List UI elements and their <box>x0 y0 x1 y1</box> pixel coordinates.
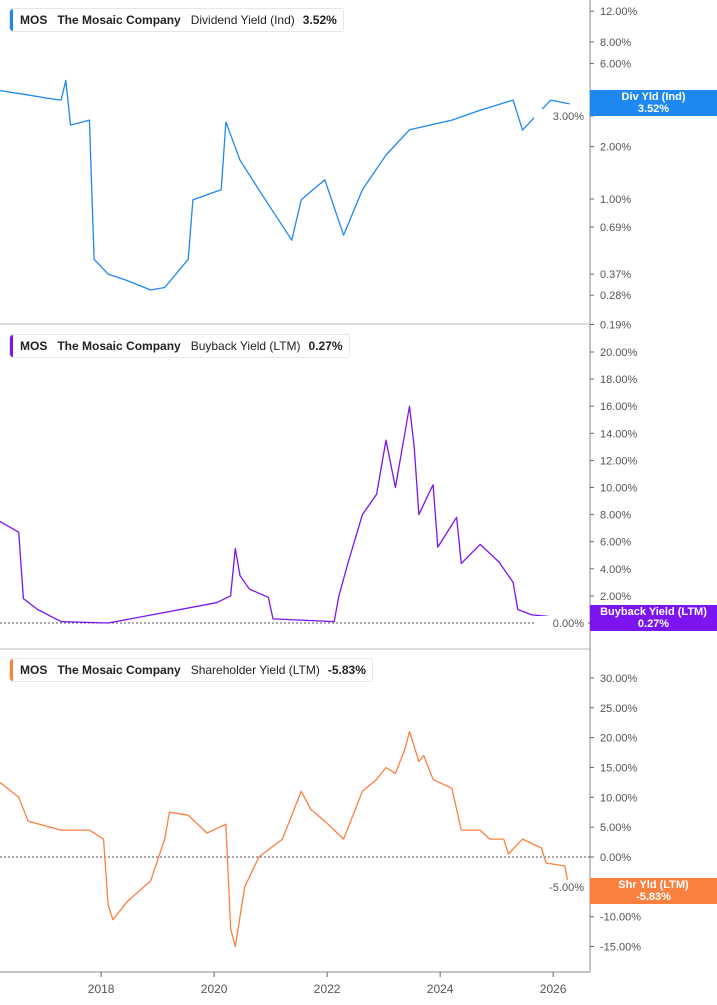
tag-label: Shr Yld (LTM) <box>618 878 689 891</box>
x-tick-label: 2024 <box>427 982 454 996</box>
series-line <box>0 79 570 291</box>
legend-metric: Shareholder Yield (LTM) <box>190 663 320 677</box>
y-tick-label: 20.00% <box>600 733 638 745</box>
y-tick-label: 6.00% <box>600 59 631 71</box>
legend-dividend-yield[interactable]: MOS The Mosaic Company Dividend Yield (I… <box>9 8 344 32</box>
y-tick-label: -5.00% <box>549 882 584 894</box>
y-tick-label: 4.00% <box>600 564 631 576</box>
y-tick-label: 25.00% <box>600 703 638 715</box>
y-tick-label: 10.00% <box>600 483 638 495</box>
y-tick-label-bg <box>534 616 586 630</box>
y-tick-label: -10.00% <box>600 912 641 924</box>
y-tick-label-bg <box>534 879 586 894</box>
legend-ticker: MOS <box>20 13 48 27</box>
y-tick-label: 3.00% <box>553 111 584 123</box>
y-tick-label: 15.00% <box>600 762 638 774</box>
y-tick-label: 8.00% <box>600 510 631 522</box>
legend-ticker: MOS <box>20 339 48 353</box>
tag-label: Div Yld (Ind) <box>621 90 686 103</box>
legend-value: -5.83% <box>327 663 366 677</box>
x-tick-label: 2022 <box>314 982 341 996</box>
series-color-bar <box>10 335 13 357</box>
legend-company: The Mosaic Company <box>57 13 181 27</box>
y-tick-label: 10.00% <box>600 792 638 804</box>
legend-buyback-yield[interactable]: MOS The Mosaic Company Buyback Yield (LT… <box>9 334 350 358</box>
y-tick-label: 2.00% <box>600 591 631 603</box>
last-value-tag-buyback: Buyback Yield (LTM) 0.27% <box>590 605 717 632</box>
y-tick-label: 30.00% <box>600 673 638 685</box>
y-tick-label: 18.00% <box>600 374 638 386</box>
y-tick-label: 2.00% <box>600 142 631 154</box>
y-tick-label: 0.28% <box>600 290 631 302</box>
y-tick-label: 0.00% <box>600 852 631 864</box>
y-tick-label: 16.00% <box>600 401 638 413</box>
y-tick-label: 12.00% <box>600 6 638 18</box>
tag-value: 3.52% <box>637 102 670 115</box>
y-tick-label: 0.00% <box>553 618 584 630</box>
y-tick-label: 1.00% <box>600 194 631 206</box>
series-line <box>0 405 566 624</box>
y-tick-label: 14.00% <box>600 428 638 440</box>
legend-metric: Dividend Yield (Ind) <box>190 13 295 27</box>
y-tick-label: 0.19% <box>600 319 631 331</box>
x-tick-label: 2018 <box>88 982 115 996</box>
series-color-bar <box>10 9 13 31</box>
x-tick-label: 2020 <box>201 982 228 996</box>
series-line <box>0 730 571 948</box>
y-tick-label: 0.37% <box>600 269 631 281</box>
y-tick-label: 0.69% <box>600 222 631 234</box>
tag-label: Buyback Yield (LTM) <box>600 606 707 619</box>
last-value-tag-shareholder: Shr Yld (LTM) -5.83% <box>590 877 717 904</box>
legend-ticker: MOS <box>20 663 48 677</box>
y-tick-label: -15.00% <box>600 942 641 954</box>
y-tick-label: 20.00% <box>600 347 638 359</box>
legend-value: 3.52% <box>302 13 337 27</box>
legend-company: The Mosaic Company <box>57 339 181 353</box>
y-tick-label: 8.00% <box>600 37 631 49</box>
y-tick-label: 6.00% <box>600 537 631 549</box>
y-tick-label: 12.00% <box>600 455 638 467</box>
legend-company: The Mosaic Company <box>57 663 181 677</box>
tag-value: -5.83% <box>636 890 671 903</box>
last-value-tag-dividend: Div Yld (Ind) 3.52% <box>590 89 717 116</box>
tag-value: 0.27% <box>637 618 670 631</box>
legend-value: 0.27% <box>308 339 343 353</box>
x-tick-label: 2026 <box>540 982 567 996</box>
legend-shareholder-yield[interactable]: MOS The Mosaic Company Shareholder Yield… <box>9 658 373 682</box>
series-color-bar <box>10 659 13 681</box>
y-tick-label: 5.00% <box>600 822 631 834</box>
legend-metric: Buyback Yield (LTM) <box>190 339 301 353</box>
y-tick-label-bg <box>534 108 586 123</box>
